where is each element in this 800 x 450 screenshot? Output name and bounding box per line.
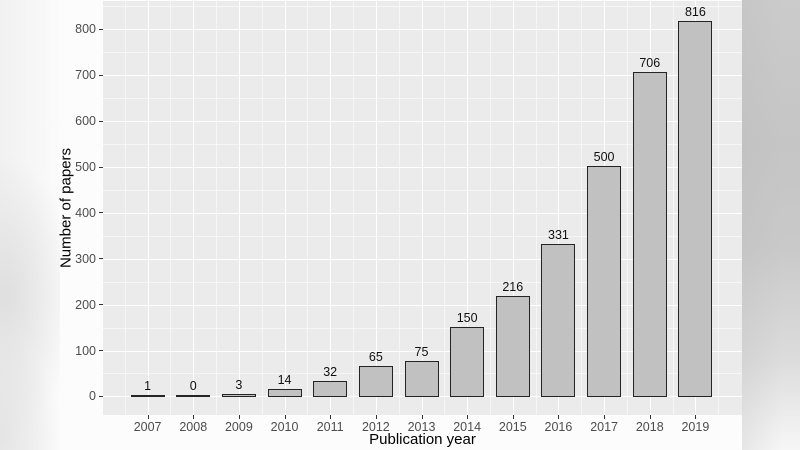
gridline-minor-vertical — [124, 1, 126, 415]
y-tick-label: 200 — [75, 297, 96, 312]
gridline-major-vertical — [147, 1, 149, 415]
bar-value-label: 816 — [684, 5, 706, 20]
x-tick-mark — [421, 415, 423, 419]
x-tick-label: 2010 — [270, 420, 299, 434]
x-tick-mark — [467, 415, 469, 419]
plot-panel: 1 0 3 14 32 65 75 150 216 331 500 706 816 — [103, 1, 742, 415]
bar-value-label: 216 — [502, 280, 524, 295]
x-tick-label: 2008 — [179, 420, 208, 434]
x-tick-mark — [604, 415, 606, 419]
right-gradient-vignette — [742, 0, 800, 450]
gridline-major-vertical — [284, 1, 286, 415]
y-axis-title: Number of papers — [57, 147, 75, 269]
bar-value-label: 14 — [277, 372, 292, 387]
x-tick-label: 2019 — [681, 420, 710, 434]
gridline-major-vertical — [193, 1, 195, 415]
y-tick-mark — [99, 258, 103, 260]
x-tick-mark — [649, 415, 651, 419]
bar-2018 — [632, 71, 667, 398]
bar-2016 — [541, 243, 576, 398]
gridline-minor-vertical — [170, 1, 172, 415]
x-tick-mark — [558, 415, 560, 419]
bar-value-label: 65 — [368, 349, 383, 364]
gridline-minor-horizontal — [103, 52, 742, 54]
x-tick-label: 2016 — [544, 420, 573, 434]
y-tick-label: 100 — [75, 343, 96, 358]
x-tick-mark — [330, 415, 332, 419]
gridline-minor-vertical — [581, 1, 583, 415]
x-tick-mark — [695, 415, 697, 419]
gridline-minor-vertical — [216, 1, 218, 415]
gridline-minor-vertical — [307, 1, 309, 415]
x-tick-mark — [375, 415, 377, 419]
y-tick-mark — [99, 304, 103, 306]
bar-value-label: 0 — [189, 379, 197, 394]
x-tick-mark — [512, 415, 514, 419]
left-gradient-vignette — [0, 0, 60, 450]
x-axis-title: Publication year — [369, 431, 476, 448]
y-tick-label: 0 — [89, 389, 96, 404]
y-tick-mark — [99, 350, 103, 352]
bar-2007 — [130, 394, 165, 398]
x-tick-mark — [284, 415, 286, 419]
gridline-minor-vertical — [718, 1, 720, 415]
gridline-major-horizontal — [103, 29, 742, 31]
y-tick-mark — [99, 395, 103, 397]
gridline-major-vertical — [238, 1, 240, 415]
gridline-minor-vertical — [261, 1, 263, 415]
x-tick-label: 2011 — [316, 420, 344, 434]
x-tick-mark — [147, 415, 149, 419]
gridline-minor-horizontal — [103, 6, 742, 8]
x-tick-label: 2015 — [498, 420, 527, 434]
y-tick-label: 300 — [75, 251, 96, 266]
bar-value-label: 500 — [593, 150, 615, 165]
x-tick-label: 2012 — [361, 420, 390, 434]
bar-2010 — [267, 388, 302, 398]
bar-2013 — [404, 360, 439, 398]
bar-value-label: 706 — [639, 55, 661, 70]
y-tick-mark — [99, 120, 103, 122]
gridline-major-vertical — [330, 1, 332, 415]
bar-2008 — [176, 395, 211, 398]
bar-value-label: 75 — [414, 344, 429, 359]
bar-2009 — [221, 394, 256, 398]
bar-value-label: 331 — [548, 227, 569, 242]
bar-value-label: 3 — [235, 378, 243, 393]
y-tick-mark — [99, 166, 103, 168]
y-tick-label: 800 — [75, 22, 96, 37]
bar-value-label: 32 — [323, 364, 338, 379]
bar-2015 — [495, 296, 530, 398]
x-tick-mark — [193, 415, 195, 419]
x-tick-label: 2014 — [453, 420, 482, 434]
x-tick-label: 2017 — [590, 420, 618, 434]
y-tick-label: 500 — [75, 160, 96, 175]
y-tick-label: 400 — [75, 205, 96, 220]
x-tick-label: 2007 — [133, 420, 162, 434]
y-tick-mark — [99, 28, 103, 30]
y-tick-label: 600 — [75, 114, 96, 129]
y-tick-mark — [99, 74, 103, 76]
x-tick-mark — [238, 415, 240, 419]
bar-value-label: 1 — [144, 378, 152, 393]
x-tick-label: 2009 — [224, 420, 253, 434]
x-tick-label: 2018 — [635, 420, 664, 434]
x-tick-label: 2013 — [407, 420, 436, 434]
gridline-minor-vertical — [489, 1, 491, 415]
bar-value-label: 150 — [456, 310, 478, 325]
y-tick-mark — [99, 212, 103, 214]
bar-2019 — [678, 21, 713, 398]
gridline-minor-vertical — [535, 1, 537, 415]
y-tick-label: 700 — [75, 68, 96, 83]
bar-2017 — [587, 166, 622, 398]
bar-2014 — [450, 326, 485, 398]
bar-2012 — [358, 365, 393, 398]
bar-2011 — [313, 380, 348, 398]
